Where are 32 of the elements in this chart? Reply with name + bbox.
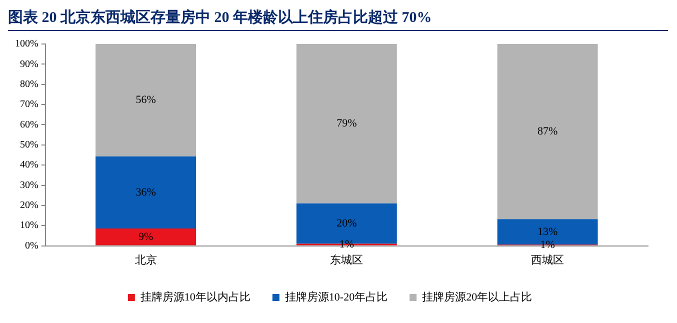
data-label: 36% [136,186,156,198]
data-label: 20% [336,217,357,230]
x-tick-label: 东城区 [330,253,364,266]
legend-label: 挂牌房源10-20年占比 [284,290,388,304]
x-tick-label: 西城区 [531,253,564,266]
legend-label: 挂牌房源20年以上占比 [422,290,532,304]
legend-label: 挂牌房源10年以内占比 [140,290,250,304]
chart-title: 图表 20 北京东西城区存量房中 20 年楼龄以上住房占比超过 70% [8,8,668,31]
y-tick-label: 30% [20,180,38,191]
bar [96,44,196,156]
data-label: 56% [136,94,156,106]
data-label: 87% [537,125,558,138]
bar [96,228,196,246]
y-tick-label: 50% [20,140,38,151]
y-tick-label: 40% [20,160,38,171]
y-tick-label: 70% [20,99,38,110]
x-tick-label: 北京 [134,253,157,266]
data-label: 13% [537,226,558,238]
bar [497,44,598,220]
y-tick-label: 100% [14,38,38,50]
bar [96,156,196,228]
y-tick-label: 20% [20,200,38,212]
data-label: 1% [339,238,354,250]
data-label: 79% [336,118,357,130]
data-label: 9% [138,230,154,243]
y-tick-label: 60% [20,119,38,130]
y-tick-label: 80% [20,78,38,90]
y-tick-label: 90% [20,58,38,70]
bar [296,44,397,204]
data-label: 1% [540,238,555,251]
y-tick-label: 0% [24,240,38,252]
y-tick-label: 10% [20,220,38,232]
